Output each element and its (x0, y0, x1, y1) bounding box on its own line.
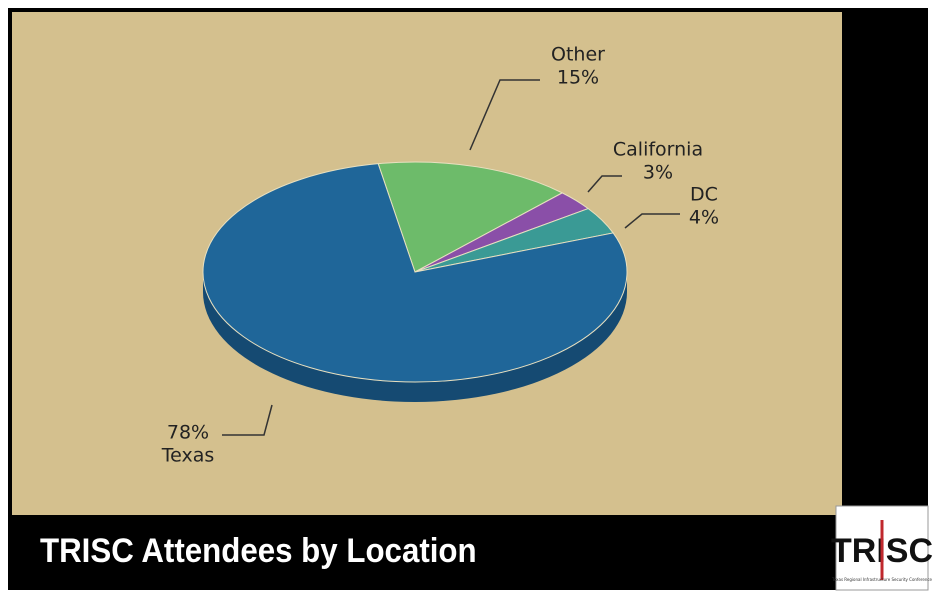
logo-subtitle: Texas Regional Infrastructure Security C… (831, 577, 933, 582)
category-label: Texas (161, 445, 215, 467)
pie-slice (377, 161, 564, 273)
value-label: 78% (167, 422, 209, 444)
value-label: 3% (643, 162, 673, 184)
value-label: 15% (557, 67, 599, 89)
category-label: DC (690, 184, 718, 206)
leader-line (624, 213, 680, 229)
category-label: California (613, 139, 703, 161)
value-label: 4% (689, 207, 719, 229)
leader-line (469, 79, 540, 151)
leader-line (587, 175, 622, 193)
leader-line (222, 404, 273, 436)
chart-title: TRISC Attendees by Location (40, 531, 477, 570)
logo: TRISC Texas Regional Infrastructure Secu… (831, 505, 933, 591)
category-label: Other (551, 44, 605, 66)
pie-slice (202, 163, 628, 383)
